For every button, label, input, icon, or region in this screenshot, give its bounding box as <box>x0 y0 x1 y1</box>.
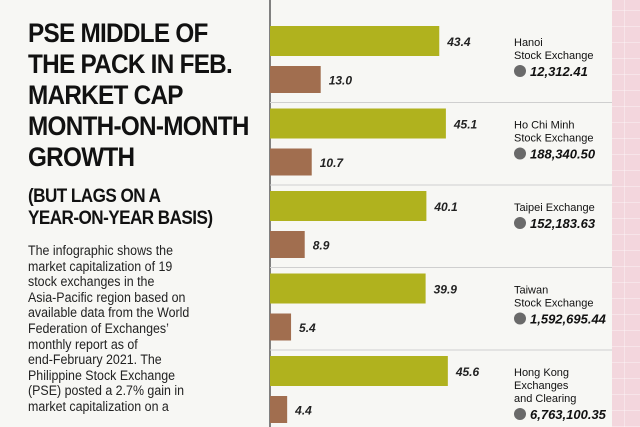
market-cap-value: 152,183.63 <box>530 216 596 231</box>
headline-line: GROWTH <box>28 142 135 172</box>
market-cap-value: 188,340.50 <box>530 147 596 162</box>
description-line: Federation of Exchanges’ <box>28 320 169 336</box>
headline-line: PSE MIDDLE OF <box>28 18 208 48</box>
description-line: Philippine Stock Exchange <box>28 367 176 383</box>
market-cap-value: 6,763,100.35 <box>530 407 607 422</box>
chart-panel: 43.4 13.0 Hanoi Stock Exchange 12,312.41 45.1… <box>262 0 612 427</box>
exchange-name: Taipei Exchange <box>514 202 595 214</box>
bar-mom <box>270 191 427 221</box>
description-line: market capitalization of 19 <box>28 258 173 274</box>
bar-value-label: 13.0 <box>329 74 353 88</box>
bar-value-label: 8.9 <box>313 239 330 253</box>
bar-value-label: 10.7 <box>320 156 345 170</box>
market-cap-dot-icon <box>514 312 526 325</box>
headline-line: THE PACK IN FEB. <box>28 49 233 79</box>
bar-yoy <box>270 396 288 423</box>
description-line: Asia-Pacific region based on <box>28 289 186 305</box>
market-cap-dot-icon <box>514 147 526 160</box>
headline-line: MONTH-ON-MONTH <box>28 111 249 141</box>
left-text-panel <box>0 0 262 427</box>
bar-value-label: 45.1 <box>453 118 478 132</box>
market-cap-value: 12,312.41 <box>530 64 588 79</box>
bar-value-label: 43.4 <box>446 35 471 49</box>
market-cap-dot-icon <box>514 408 526 420</box>
exchange-name: and Clearing <box>514 393 576 405</box>
bar-value-label: 4.4 <box>294 404 312 418</box>
description-line: end-February 2021. The <box>28 352 162 368</box>
description-line: (PSE) posted a 2.7% gain in <box>28 383 185 399</box>
bar-yoy <box>270 231 305 258</box>
bar-mom <box>270 108 446 139</box>
description-line: market capitalization on a <box>28 398 169 414</box>
exchange-name: Taiwan <box>514 285 548 297</box>
exchange-name: Exchanges <box>514 380 569 392</box>
description-text: The infographic shows the market capitali… <box>28 243 241 415</box>
description-line: The infographic shows the <box>28 243 173 258</box>
subheadline-line: (BUT LAGS ON A <box>28 186 161 207</box>
headline: PSE MIDDLE OF THE PACK IN FEB. MARKET CAP M… <box>28 18 249 173</box>
bar-value-label: 45.6 <box>455 365 480 379</box>
exchange-name: Hong Kong <box>514 367 569 379</box>
bar-yoy <box>270 66 321 93</box>
description-line: monthly report as of <box>28 336 138 352</box>
bar-mom <box>270 273 426 304</box>
bar-value-label: 40.1 <box>433 200 458 214</box>
exchange-name: Stock Exchange <box>514 50 594 62</box>
bar-value-label: 5.4 <box>299 321 316 335</box>
bar-yoy <box>270 148 312 176</box>
bar-value-label: 39.9 <box>434 283 458 297</box>
market-cap-dot-icon <box>514 65 526 77</box>
bar-mom <box>270 356 448 386</box>
exchange-name: Ho Chi Minh <box>514 120 575 132</box>
headline-line: MARKET CAP <box>28 80 184 110</box>
bar-mom <box>270 26 440 56</box>
subheadline-line: YEAR-ON-YEAR BASIS) <box>28 208 213 229</box>
exchange-name: Stock Exchange <box>514 133 594 145</box>
description-line: available data from the World <box>28 305 190 321</box>
subheadline: (BUT LAGS ON A YEAR-ON-YEAR BASIS) <box>28 186 237 230</box>
market-cap-value: 1,592,695.44 <box>530 312 607 327</box>
market-cap-dot-icon <box>514 217 526 229</box>
description-line: stock exchanges in the <box>28 274 155 290</box>
exchange-name: Hanoi <box>514 37 543 49</box>
exchange-name: Stock Exchange <box>514 298 594 310</box>
bar-yoy <box>270 313 292 341</box>
